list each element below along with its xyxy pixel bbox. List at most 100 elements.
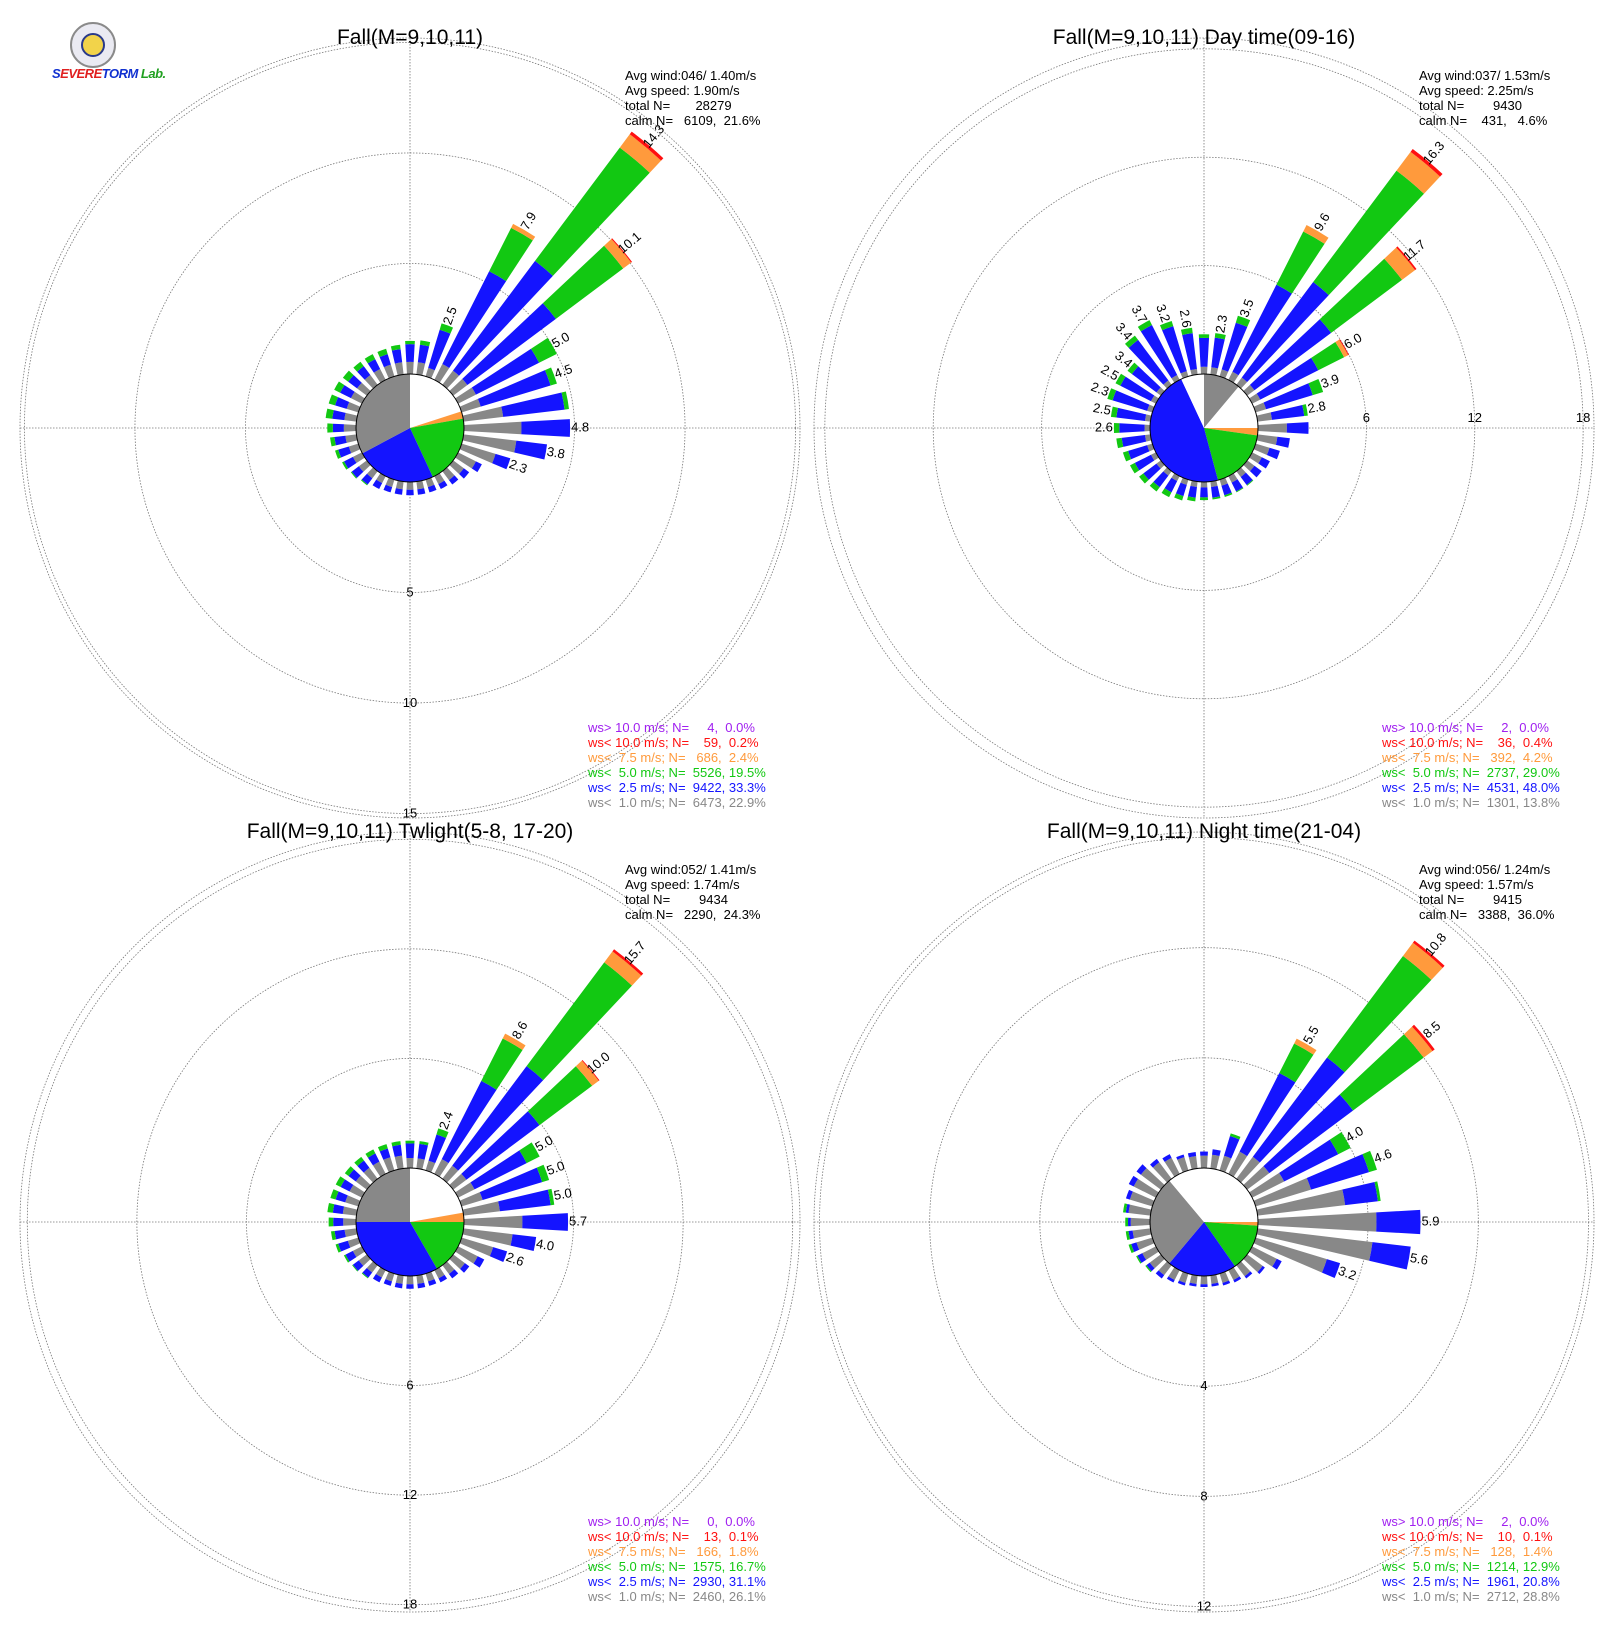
bar-150-band-0 (434, 1267, 445, 1279)
bar-190-band-0 (395, 1274, 404, 1284)
value-label: 4.8 (571, 419, 589, 434)
bar-260-band-2 (330, 1230, 337, 1241)
bar-20-band-2 (439, 323, 454, 334)
bar-70-band-0 (1253, 402, 1267, 413)
bar-120-band-1 (1258, 457, 1270, 469)
bar-190-band-0 (1190, 480, 1198, 488)
bar-10-band-1 (417, 1143, 428, 1160)
bar-160-band-0 (425, 1271, 435, 1282)
bar-110-band-0 (1253, 1237, 1327, 1273)
bar-130-band-1 (459, 468, 470, 479)
bar-300-band-2 (334, 381, 345, 393)
bar-80-band-2 (561, 391, 569, 410)
bar-290-band-1 (1112, 390, 1150, 411)
bar-270-band-0 (343, 1218, 357, 1226)
bar-290-band-1 (335, 1191, 348, 1203)
bar-20-band-2 (436, 1128, 449, 1138)
bar-220-band-1 (1153, 471, 1169, 488)
bar-110-band-1 (489, 1247, 508, 1262)
bar-170-band-0 (416, 480, 425, 490)
bar-20-band-0 (425, 367, 435, 379)
bar-180-band-0 (406, 1275, 414, 1285)
bar-60-band-2 (1329, 1132, 1351, 1155)
bar-30-band-1 (442, 271, 507, 369)
bar-50-band-0 (1243, 384, 1255, 396)
bar-290-band-0 (1129, 1191, 1155, 1207)
bar-340-band-0 (383, 364, 395, 379)
value-label: 3.2 (1336, 1263, 1358, 1283)
bar-260-band-0 (345, 434, 358, 443)
bar-10-band-2 (419, 340, 431, 347)
bar-350-band-0 (1190, 368, 1198, 376)
bar-100-band-1 (510, 1234, 537, 1252)
bar-330-band-1 (1140, 324, 1178, 379)
bar-200-band-0 (385, 1271, 395, 1282)
calm-slice-4 (1150, 379, 1218, 482)
value-label: 2.3 (1212, 314, 1230, 334)
bar-30-band-2 (481, 1038, 523, 1090)
bar-10-band-0 (416, 1158, 425, 1170)
calm-slice-3 (356, 1222, 437, 1276)
bar-150-band-2 (1236, 487, 1244, 493)
bar-310-band-1 (1136, 1164, 1147, 1175)
bar-290-band-2 (330, 1189, 339, 1200)
stats-line: Avg wind:056/ 1.24m/s (1419, 862, 1551, 877)
bar-40-band-1 (452, 1066, 544, 1171)
legend-entry: ws< 10.0 m/s; N= 10, 0.1% (1381, 1529, 1553, 1544)
bar-20-band-1 (428, 329, 451, 371)
bar-180-band-1 (1200, 1284, 1208, 1288)
bar-220-band-2 (361, 1272, 369, 1279)
bar-330-band-1 (1162, 1154, 1172, 1162)
legend-entry: ws< 5.0 m/s; N= 5526, 19.5% (587, 765, 766, 780)
bar-340-band-0 (383, 1157, 395, 1173)
bar-200-band-1 (383, 1279, 393, 1286)
bar-260-band-2 (1125, 1231, 1130, 1240)
bar-330-band-2 (364, 354, 376, 364)
bar-230-band-2 (1139, 473, 1149, 484)
legend-entry: ws> 10.0 m/s; N= 2, 0.0% (1381, 720, 1549, 735)
bar-60-band-0 (1249, 393, 1261, 404)
legend-entry: ws> 10.0 m/s; N= 4, 0.0% (587, 720, 755, 735)
ring-0 (245, 263, 575, 593)
bar-230-band-1 (1146, 1262, 1155, 1272)
bar-280-band-0 (342, 1206, 358, 1216)
bar-240-band-0 (352, 452, 365, 464)
ring-0 (1041, 265, 1367, 591)
bar-40-band-1 (1252, 1057, 1345, 1163)
chart-title: Fall(M=9,10,11) (337, 26, 483, 49)
bar-280-band-0 (1128, 1204, 1152, 1216)
bar-90-band-1 (1286, 422, 1309, 434)
ring-1 (136, 948, 684, 1496)
bar-30-band-2 (1279, 1043, 1314, 1083)
bar-250-band-2 (1128, 1243, 1135, 1254)
bar-280-band-2 (327, 1202, 335, 1213)
bar-310-band-0 (355, 1175, 371, 1190)
bar-90-band-1 (1376, 1209, 1421, 1235)
bar-50-band-4 (611, 238, 633, 263)
bar-40-band-2 (1327, 956, 1432, 1073)
calm-slice-2 (1204, 1222, 1258, 1267)
bar-170-band-1 (1211, 1282, 1219, 1287)
bar-330-band-0 (1164, 1157, 1180, 1177)
bar-100-band-1 (1275, 436, 1290, 448)
calm-slice-3 (1169, 1222, 1235, 1277)
legend-entry: ws< 10.0 m/s; N= 13, 0.1% (587, 1529, 759, 1544)
bar-310-band-2 (342, 370, 354, 382)
bar-300-band-1 (340, 1179, 354, 1192)
value-label: 2.5 (440, 305, 460, 327)
legend-entry: ws< 7.5 m/s; N= 686, 2.4% (587, 750, 759, 765)
bar-150-band-0 (1228, 473, 1238, 483)
calm-slice-5 (1181, 374, 1204, 428)
bar-100-band-1 (1369, 1242, 1411, 1270)
bar-20-band-0 (1219, 1155, 1232, 1173)
bar-280-band-0 (1144, 414, 1152, 422)
bar-60-band-2 (1311, 342, 1345, 371)
stats-line: Avg speed: 1.57m/s (1419, 877, 1534, 892)
legend-entry: ws< 2.5 m/s; N= 1961, 20.8% (1381, 1574, 1560, 1589)
bar-250-band-0 (348, 443, 361, 454)
bar-200-band-0 (385, 477, 395, 488)
bar-260-band-2 (1116, 437, 1124, 449)
bar-350-band-1 (391, 349, 403, 364)
bar-260-band-1 (1121, 435, 1147, 447)
bar-50-band-1 (462, 303, 556, 386)
